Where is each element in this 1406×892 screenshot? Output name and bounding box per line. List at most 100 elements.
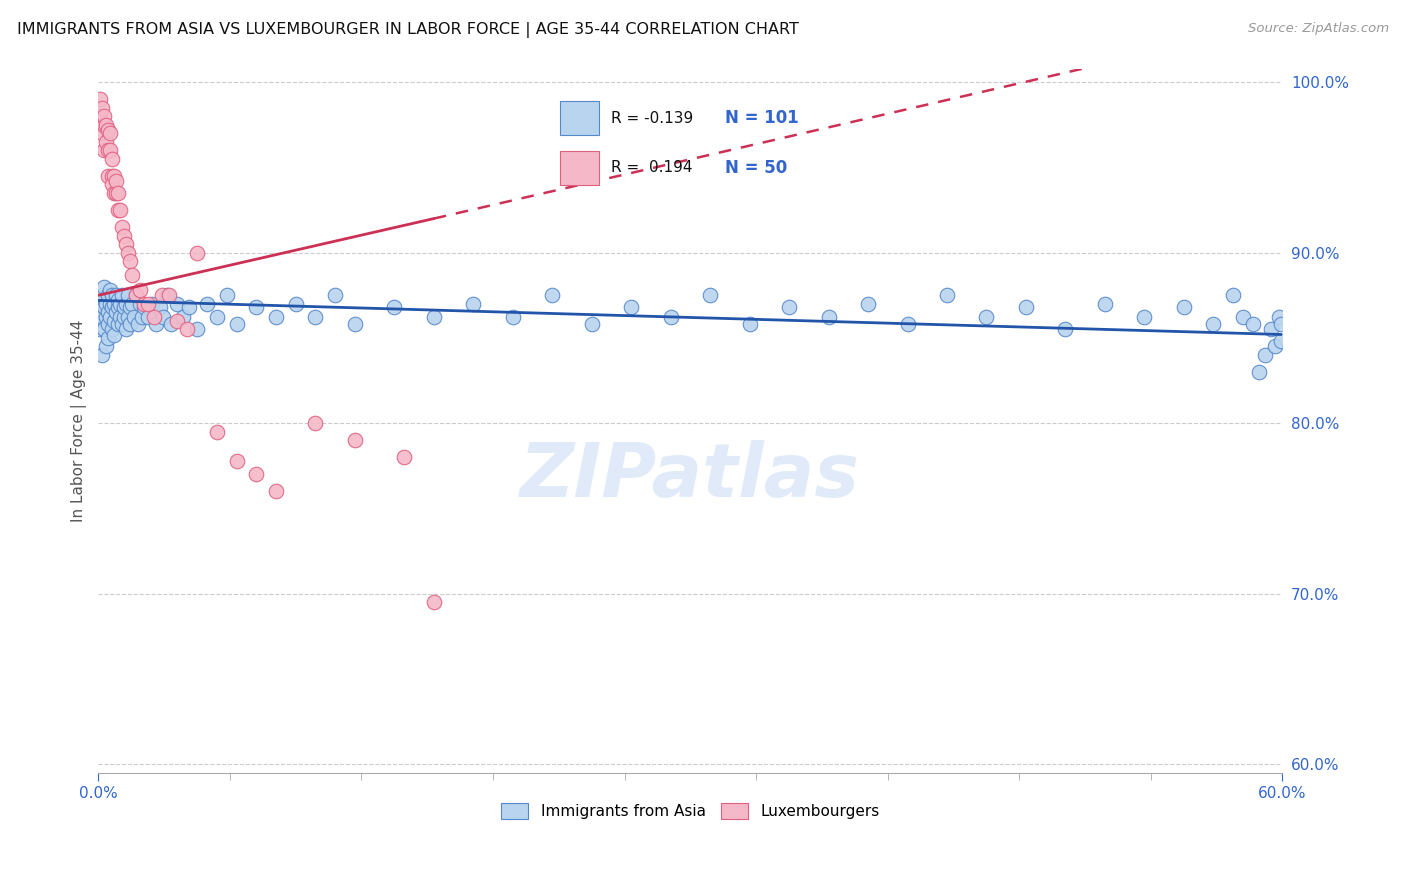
Point [176, 322, 198, 336]
Point [97, 305, 120, 319]
Point [93, 109, 115, 123]
Point [142, 310, 165, 325]
Point [186, 322, 208, 336]
Point [136, 297, 159, 311]
Point [1054, 322, 1077, 336]
Point [738, 318, 761, 332]
Point [115, 297, 138, 311]
Point [186, 245, 208, 260]
Point [936, 288, 959, 302]
Point [93, 322, 115, 336]
Point [166, 297, 188, 311]
Point [105, 305, 128, 319]
Point [160, 318, 183, 332]
Point [108, 310, 131, 325]
Point [1202, 318, 1225, 332]
Point [541, 288, 564, 302]
Point [118, 300, 141, 314]
Point [1254, 348, 1277, 362]
Point [1241, 318, 1264, 332]
Point [205, 310, 228, 325]
Point [225, 318, 247, 332]
Point [179, 300, 201, 314]
Point [976, 310, 998, 325]
Point [96, 339, 118, 353]
Point [112, 228, 135, 243]
Point [98, 126, 121, 140]
Point [856, 297, 879, 311]
Point [245, 300, 267, 314]
Point [93, 144, 115, 158]
Point [115, 322, 138, 336]
Point [1222, 288, 1244, 302]
Point [423, 310, 446, 325]
Point [817, 310, 839, 325]
Text: IMMIGRANTS FROM ASIA VS LUXEMBOURGER IN LABOR FORCE | AGE 35-44 CORRELATION CHAR: IMMIGRANTS FROM ASIA VS LUXEMBOURGER IN … [17, 22, 799, 38]
Text: Source: ZipAtlas.com: Source: ZipAtlas.com [1249, 22, 1389, 36]
Point [108, 297, 131, 311]
Point [97, 288, 120, 302]
Point [105, 186, 128, 200]
Point [117, 288, 139, 302]
Point [97, 331, 120, 345]
Point [103, 327, 125, 342]
Point [245, 467, 267, 482]
Point [132, 297, 155, 311]
Point [145, 318, 167, 332]
Point [91, 118, 114, 132]
Point [1094, 297, 1116, 311]
Point [98, 144, 121, 158]
Point [620, 300, 643, 314]
Point [172, 310, 194, 325]
Point [1267, 310, 1289, 325]
Point [97, 169, 120, 183]
Point [394, 450, 416, 465]
Point [152, 310, 174, 325]
Point [101, 178, 124, 192]
Point [131, 310, 153, 325]
Point [304, 416, 326, 430]
Point [103, 297, 125, 311]
Point [284, 297, 307, 311]
Point [111, 288, 134, 302]
Point [91, 348, 114, 362]
Point [264, 310, 287, 325]
Point [205, 425, 228, 439]
Point [91, 310, 114, 325]
Point [128, 297, 150, 311]
Point [1133, 310, 1156, 325]
Point [127, 318, 149, 332]
Point [125, 288, 148, 302]
Point [121, 268, 143, 282]
Point [101, 152, 124, 166]
Point [107, 293, 129, 308]
Point [89, 92, 111, 106]
Point [132, 300, 155, 314]
Point [423, 595, 446, 609]
Legend: Immigrants from Asia, Luxembourgers: Immigrants from Asia, Luxembourgers [495, 797, 886, 825]
Point [225, 453, 247, 467]
Point [97, 144, 120, 158]
Point [89, 322, 111, 336]
Point [166, 314, 188, 328]
Point [101, 322, 124, 336]
Point [1015, 300, 1038, 314]
Point [1270, 318, 1292, 332]
Point [91, 101, 114, 115]
Point [103, 186, 125, 200]
Point [101, 300, 124, 314]
Y-axis label: In Labor Force | Age 35-44: In Labor Force | Age 35-44 [72, 319, 87, 522]
Point [118, 318, 141, 332]
Point [112, 300, 135, 314]
Point [121, 297, 143, 311]
Point [96, 118, 118, 132]
Point [896, 318, 918, 332]
Point [98, 283, 121, 297]
Point [148, 300, 170, 314]
Point [141, 297, 163, 311]
Point [101, 169, 124, 183]
Point [107, 186, 129, 200]
Point [136, 310, 159, 325]
Point [581, 318, 603, 332]
Point [699, 288, 721, 302]
